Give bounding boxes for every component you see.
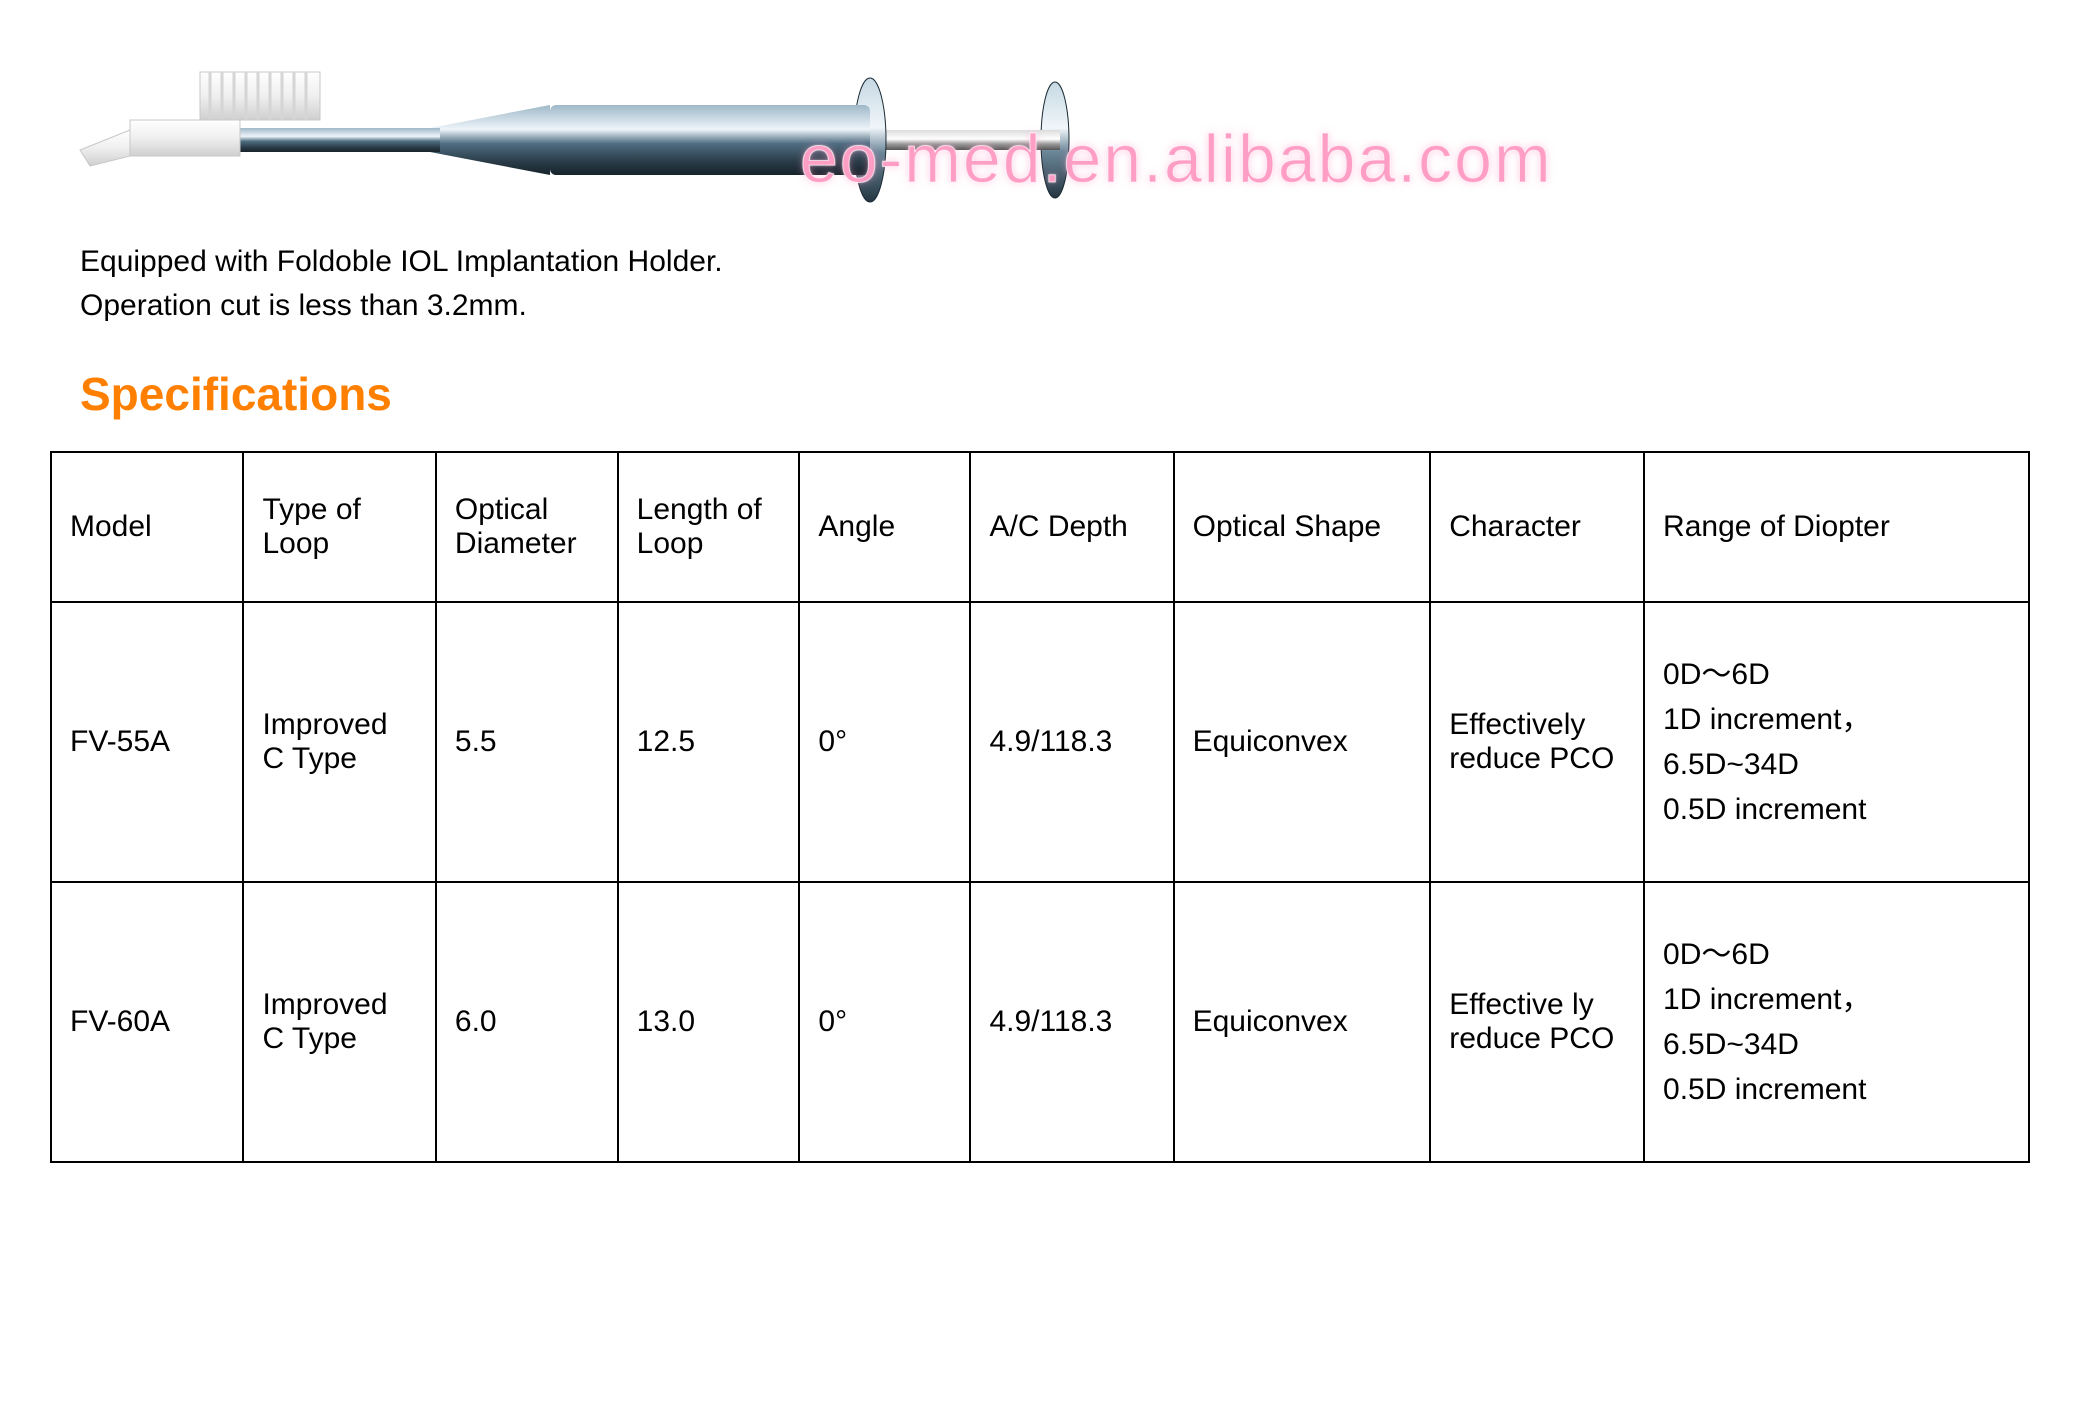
cell-diopter: 0D～6D1D increment，6.5D~34D0.5D increment — [1644, 602, 2029, 882]
cell-character: Effective ly reduce PCO — [1430, 882, 1644, 1162]
cell-optical-dia: 6.0 — [436, 882, 618, 1162]
table-row: FV-55A Improved C Type 5.5 12.5 0° 4.9/1… — [51, 602, 2029, 882]
table-row: FV-60A Improved C Type 6.0 13.0 0° 4.9/1… — [51, 882, 2029, 1162]
col-header-ac-depth: A/C Depth — [970, 452, 1173, 602]
cell-model: FV-55A — [51, 602, 243, 882]
cell-loop-type: Improved C Type — [243, 602, 435, 882]
table-header-row: Model Type of Loop Optical Diameter Leng… — [51, 452, 2029, 602]
cell-ac-depth: 4.9/118.3 — [970, 602, 1173, 882]
cell-diopter: 0D～6D1D increment，6.5D~34D0.5D increment — [1644, 882, 2029, 1162]
col-header-optical-shape: Optical Shape — [1174, 452, 1431, 602]
col-header-character: Character — [1430, 452, 1644, 602]
col-header-angle: Angle — [799, 452, 970, 602]
col-header-optical-dia: Optical Diameter — [436, 452, 618, 602]
col-header-loop-length: Length of Loop — [618, 452, 800, 602]
specifications-table: Model Type of Loop Optical Diameter Leng… — [50, 451, 2030, 1163]
cell-angle: 0° — [799, 602, 970, 882]
caption-line-1: Equipped with Foldoble IOL Implantation … — [80, 240, 2037, 284]
cell-model: FV-60A — [51, 882, 243, 1162]
product-caption: Equipped with Foldoble IOL Implantation … — [80, 240, 2037, 327]
cell-optical-shape: Equiconvex — [1174, 602, 1431, 882]
col-header-loop-type: Type of Loop — [243, 452, 435, 602]
watermark-text: eo-med.en.alibaba.com — [800, 120, 1553, 198]
cell-ac-depth: 4.9/118.3 — [970, 882, 1173, 1162]
cell-character: Effectively reduce PCO — [1430, 602, 1644, 882]
cell-loop-type: Improved C Type — [243, 882, 435, 1162]
cell-optical-dia: 5.5 — [436, 602, 618, 882]
cell-optical-shape: Equiconvex — [1174, 882, 1431, 1162]
col-header-diopter: Range of Diopter — [1644, 452, 2029, 602]
col-header-model: Model — [51, 452, 243, 602]
caption-line-2: Operation cut is less than 3.2mm. — [80, 284, 2037, 328]
cell-loop-length: 12.5 — [618, 602, 800, 882]
page-root: eo-med.en.alibaba.com Equipped with Fold… — [0, 0, 2087, 1203]
product-image-area: eo-med.en.alibaba.com — [50, 30, 2037, 230]
cell-angle: 0° — [799, 882, 970, 1162]
specifications-title: Specifications — [80, 367, 2037, 421]
cell-loop-length: 13.0 — [618, 882, 800, 1162]
